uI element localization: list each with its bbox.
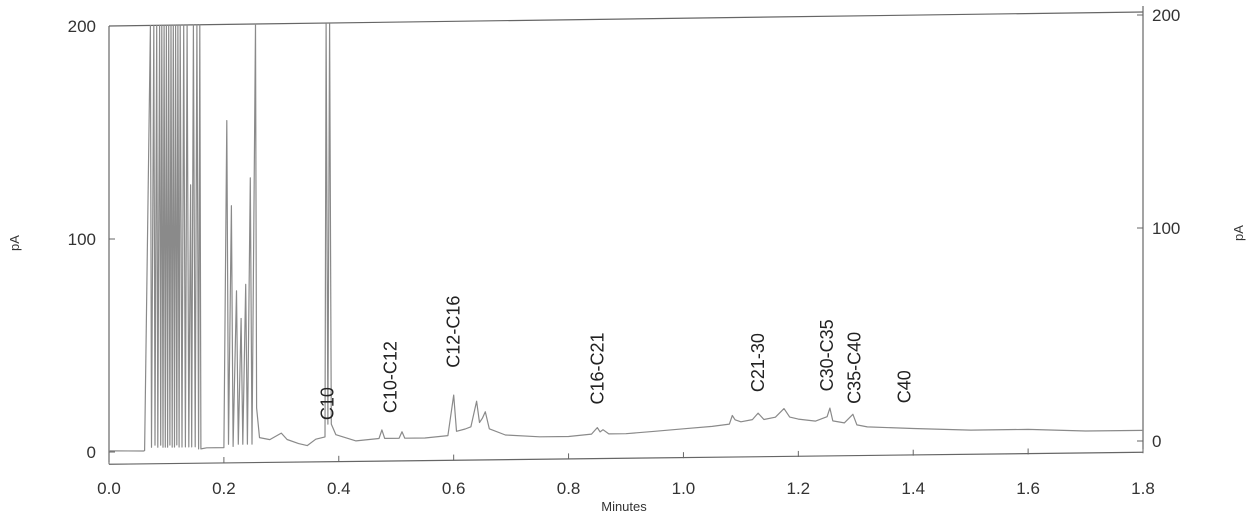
x-tick-label: 1.2: [787, 479, 811, 498]
x-tick-label: 1.4: [901, 479, 925, 498]
x-tick-labels: 0.0 0.2 0.4 0.6 0.8 1.0 1.2 1.4 1.6 1.8: [97, 479, 1155, 498]
peak-label: C10: [317, 387, 337, 420]
peak-label: C12-C16: [444, 296, 464, 368]
peak-label: C16-C21: [587, 332, 607, 404]
x-tick-label: 1.6: [1016, 479, 1040, 498]
top-frame-line: [108, 11, 1144, 27]
left-y-tick-label: 0: [87, 443, 96, 462]
trace-group: [108, 23, 1144, 452]
peak-label: C21-30: [748, 333, 768, 392]
x-tick-label: 0.0: [97, 479, 121, 498]
x-axis-line: [108, 451, 1144, 465]
right-y-axis-title: pA: [1231, 225, 1246, 241]
x-tick-label: 0.4: [327, 479, 351, 498]
x-tick-label: 0.6: [442, 479, 466, 498]
x-axis-title: Minutes: [601, 499, 647, 514]
x-tick-label: 0.8: [557, 479, 581, 498]
peak-labels: C10 C10-C12 C12-C16 C16-C21 C21-30 C30-C35 C35…: [317, 296, 914, 420]
x-tick-label: 1.0: [672, 479, 696, 498]
axes: [108, 6, 1144, 465]
left-y-tick-label: 200: [68, 17, 96, 36]
peak-label: C35-C40: [845, 332, 865, 404]
x-tick-label: 1.8: [1131, 479, 1155, 498]
x-tick-label: 0.2: [212, 479, 236, 498]
peak-label: C40: [895, 370, 915, 403]
left-y-axis-title: pA: [7, 235, 22, 251]
peak-label: C10-C12: [381, 341, 401, 413]
series-line: [108, 23, 1144, 452]
peak-label: C30-C35: [817, 319, 837, 391]
right-y-tick-label: 200: [1152, 6, 1180, 25]
left-y-tick-label: 100: [68, 230, 96, 249]
right-y-tick-label: 0: [1152, 432, 1161, 451]
y-tick-labels: 0 100 200 0 100 200: [68, 6, 1181, 462]
right-y-tick-label: 100: [1152, 219, 1180, 238]
